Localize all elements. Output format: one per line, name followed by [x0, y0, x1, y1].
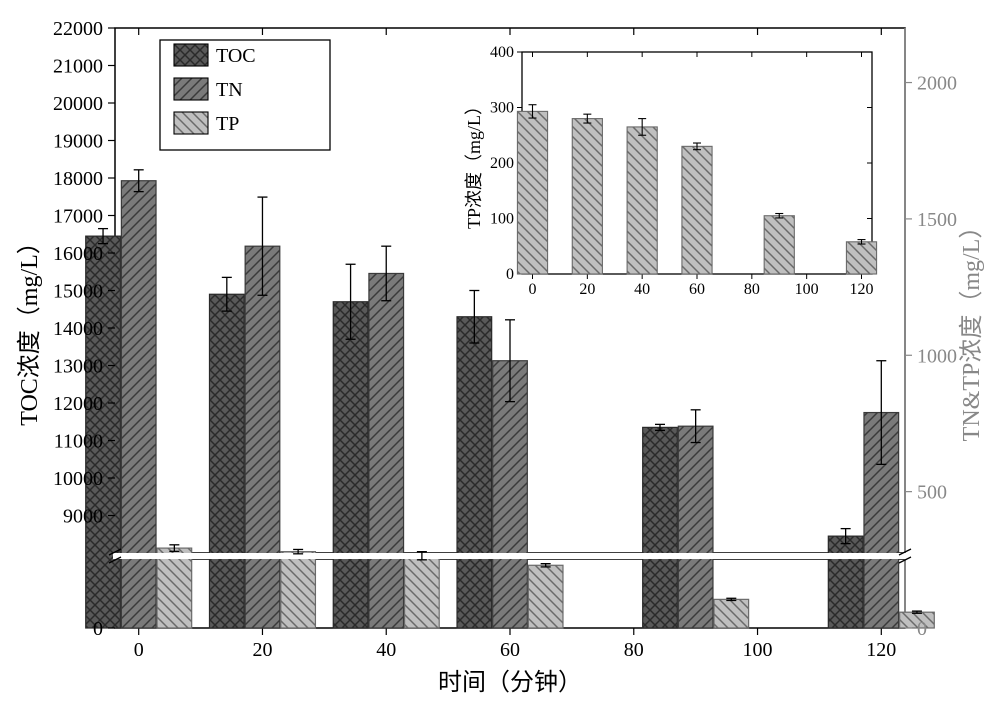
- y-right-tick-label: 0: [917, 618, 927, 640]
- y-left-tick-label: 14000: [53, 318, 103, 340]
- y-right-tick-label: 1500: [917, 209, 957, 231]
- inset-x-tick: 40: [634, 281, 650, 298]
- inset-y-tick: 300: [490, 100, 514, 117]
- inset-bar: [764, 216, 794, 274]
- legend-swatch: [174, 44, 208, 66]
- legend-swatch: [174, 78, 208, 100]
- y-right-tick-label: 500: [917, 482, 947, 504]
- legend-label: TP: [216, 113, 239, 135]
- legend-label: TOC: [216, 45, 256, 67]
- y-left-axis-label: TOC浓度（mg/L）: [16, 230, 43, 426]
- y-left-tick-label: 12000: [53, 393, 103, 415]
- inset-bar: [627, 127, 657, 274]
- y-left-tick-label: 21000: [53, 56, 103, 78]
- inset-x-tick: 80: [744, 281, 760, 298]
- y-left-tick-label: 15000: [53, 281, 103, 303]
- x-tick-label: 80: [624, 639, 644, 661]
- y-left-tick-label: 13000: [53, 356, 103, 378]
- inset-x-tick: 100: [795, 281, 819, 298]
- chart-container: 0204060100120800900010000110001200013000…: [0, 0, 1000, 716]
- y-left-tick-label: 9000: [63, 506, 103, 528]
- legend-swatch: [174, 112, 208, 134]
- y-left-tick-label: 17000: [53, 206, 103, 228]
- y-left-tick-label: 18000: [53, 168, 103, 190]
- y-left-tick-label: 11000: [54, 431, 103, 453]
- inset-bar: [572, 119, 602, 274]
- inset-x-tick: 60: [689, 281, 705, 298]
- x-tick-label: 20: [252, 639, 272, 661]
- inset-y-tick: 0: [506, 266, 514, 283]
- y-left-tick-label: 19000: [53, 131, 103, 153]
- y-left-tick-label: 20000: [53, 93, 103, 115]
- inset-x-tick: 120: [850, 281, 874, 298]
- y-left-tick-label: 0: [93, 618, 103, 640]
- y-right-tick-label: 2000: [917, 73, 957, 95]
- x-axis-label: 时间（分钟）: [438, 669, 582, 696]
- inset-bar: [846, 242, 876, 274]
- x-tick-label: 120: [866, 639, 896, 661]
- x-tick-label: 100: [743, 639, 773, 661]
- inset-y-label: TP浓度（mg/L）: [464, 97, 484, 229]
- y-right-tick-label: 1000: [917, 345, 957, 367]
- legend-label: TN: [216, 79, 243, 101]
- y-left-tick-label: 22000: [53, 18, 103, 40]
- inset-y-tick: 100: [490, 211, 514, 228]
- x-tick-label: 0: [134, 639, 144, 661]
- inset-bar: [517, 111, 547, 274]
- inset-bar: [682, 146, 712, 274]
- y-left-tick-label: 10000: [53, 468, 103, 490]
- inset-y-tick: 200: [490, 155, 514, 172]
- x-tick-label: 60: [500, 639, 520, 661]
- y-right-axis-label: TN&TP浓度（mg/L）: [958, 215, 985, 442]
- y-left-tick-label: 16000: [53, 243, 103, 265]
- inset-chart: 0 100 200 300 400 0 20 40 60 80 100 120 TP浓度（mg/L）: [464, 44, 877, 298]
- inset-x-tick: 0: [529, 281, 537, 298]
- inset-y-tick: 400: [490, 44, 514, 61]
- main-chart: 0204060100120800900010000110001200013000…: [0, 0, 1000, 716]
- x-tick-label: 40: [376, 639, 396, 661]
- inset-x-tick: 20: [579, 281, 595, 298]
